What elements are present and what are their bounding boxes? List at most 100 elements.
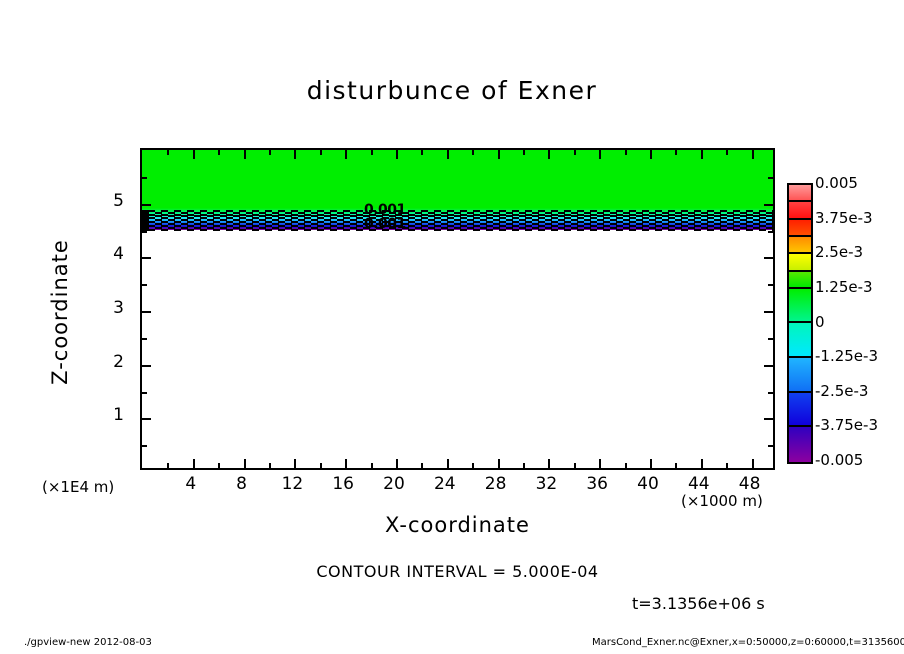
axis-tick <box>764 364 773 367</box>
y-tick-label: 2 <box>113 351 124 372</box>
axis-tick <box>523 463 525 468</box>
axis-tick <box>192 459 195 468</box>
axis-tick <box>319 463 322 468</box>
axis-tick <box>548 150 551 159</box>
x-tick-label: 4 <box>185 474 197 494</box>
footer-source-stamp: MarsCond_Exner.nc@Exner,x=0:50000,z=0:60… <box>592 637 904 648</box>
axis-tick <box>700 150 703 159</box>
colorbar-tick-label: -0.005 <box>815 451 864 469</box>
y-tick-label: 5 <box>113 190 124 211</box>
colorbar-band <box>789 358 811 393</box>
axis-tick <box>269 150 271 155</box>
axis-tick <box>624 463 627 468</box>
axis-tick <box>142 391 147 394</box>
x-tick-label: 20 <box>383 474 405 494</box>
colorbar-band <box>789 392 811 428</box>
axis-tick <box>142 337 147 340</box>
axis-tick <box>768 445 773 448</box>
axis-tick <box>370 463 373 468</box>
axis-tick <box>446 150 449 159</box>
axis-tick <box>142 203 151 206</box>
axis-tick <box>751 150 754 159</box>
axis-tick <box>142 364 151 367</box>
colorbar-tick-label: -3.75e-3 <box>815 416 878 435</box>
colorbar-band <box>789 185 811 203</box>
x-tick-label: 8 <box>236 474 247 494</box>
colorbar-band <box>789 237 811 255</box>
axis-tick <box>675 463 678 468</box>
contour-label-0: 0.001 <box>364 202 406 218</box>
time-stamp: t=3.1356e+06 s <box>632 594 765 613</box>
axis-tick <box>396 459 398 468</box>
y-tick-label: 3 <box>113 298 124 318</box>
axis-tick <box>700 459 703 468</box>
plot-area: 0.001 0.001 <box>140 148 775 470</box>
axis-tick <box>319 150 322 155</box>
axis-tick <box>396 150 398 159</box>
axis-tick <box>243 459 246 468</box>
x-axis-unit: (×1000 m) <box>681 492 763 510</box>
colorbar <box>787 183 813 464</box>
axis-tick <box>421 150 424 155</box>
axis-tick <box>142 418 151 421</box>
axis-tick <box>650 150 652 159</box>
x-tick-label: 32 <box>535 474 558 494</box>
colorbar-tick-label: 2.5e-3 <box>815 243 864 262</box>
y-axis-unit: (×1E4 m) <box>42 478 115 496</box>
colorbar-band <box>789 271 811 289</box>
x-tick-label: 16 <box>332 474 354 494</box>
axis-tick <box>764 203 773 206</box>
colorbar-tick-label: 1.25e-3 <box>815 277 873 296</box>
axis-tick <box>768 176 773 179</box>
axis-tick <box>142 284 147 287</box>
axis-tick <box>751 459 754 468</box>
axis-tick <box>243 150 246 159</box>
axis-tick <box>599 459 602 468</box>
colorbar-tick-label: 3.75e-3 <box>815 208 873 227</box>
axis-tick <box>142 176 147 179</box>
axis-tick <box>768 284 773 287</box>
axis-tick <box>764 311 773 313</box>
axis-tick <box>675 150 678 155</box>
axis-tick <box>726 150 729 155</box>
x-axis-title: X-coordinate <box>385 513 530 537</box>
x-tick-label: 44 <box>687 474 710 494</box>
axis-tick <box>624 150 627 155</box>
axis-tick <box>548 459 551 468</box>
axis-tick <box>218 463 221 468</box>
axis-tick <box>192 150 195 159</box>
axis-tick <box>764 257 773 260</box>
axis-tick <box>421 463 424 468</box>
axis-tick <box>142 311 151 313</box>
axis-tick <box>345 150 348 159</box>
axis-tick <box>726 463 729 468</box>
colorbar-tick-label: 0.005 <box>815 174 858 192</box>
contour-label-1: 0.001 <box>364 216 406 232</box>
axis-tick <box>294 459 297 468</box>
axis-tick <box>768 337 773 340</box>
y-axis-title: Z-coordinate <box>48 239 72 385</box>
colorbar-band <box>789 202 811 220</box>
axis-tick <box>142 257 151 260</box>
y-tick-label: 4 <box>113 244 124 265</box>
x-tick-label: 36 <box>586 474 608 494</box>
axis-tick <box>650 459 652 468</box>
axis-tick <box>142 445 147 448</box>
axis-tick <box>167 150 170 155</box>
heatmap-canvas: 0.001 0.001 <box>142 150 773 468</box>
axis-tick <box>523 150 525 155</box>
x-tick-label: 40 <box>637 474 659 494</box>
colorbar-tick-label: -1.25e-3 <box>815 347 878 366</box>
x-tick-label: 12 <box>281 474 304 494</box>
axis-tick <box>768 391 773 394</box>
axis-tick <box>167 463 170 468</box>
axis-tick <box>764 418 773 421</box>
axis-tick <box>573 150 576 155</box>
x-tick-label: 48 <box>738 474 761 494</box>
colorbar-band <box>789 219 811 238</box>
colorbar-band <box>789 323 811 359</box>
axis-tick <box>472 463 475 468</box>
page-title: disturbunce of Exner <box>306 76 598 105</box>
x-tick-label: 28 <box>484 474 507 494</box>
colorbar-band <box>789 254 811 272</box>
